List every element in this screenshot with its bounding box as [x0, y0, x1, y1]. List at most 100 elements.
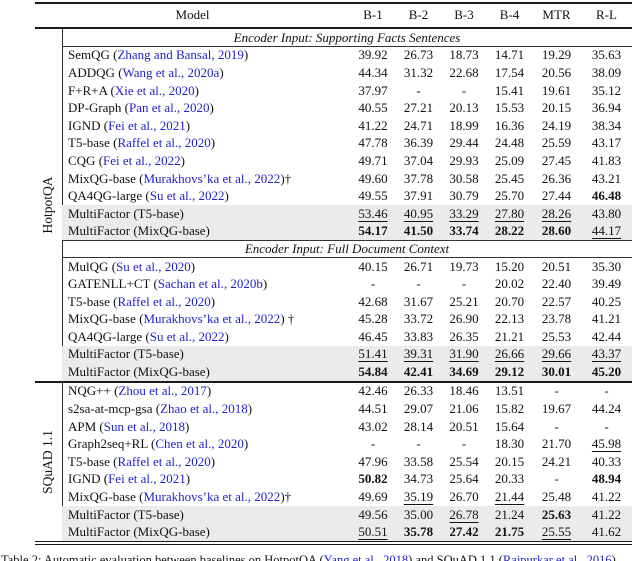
model-cell: GATENLL+CT (Sachan et al., 2020b)	[35, 276, 350, 292]
value-cell: 54.84	[358, 364, 388, 380]
value-cell: 33.29	[449, 205, 479, 221]
model-cell: T5-base (Raffel et al., 2020)	[35, 135, 350, 151]
citation-link[interactable]: Raffel et al., 2020	[117, 453, 211, 469]
citation-link[interactable]: Raffel et al., 2020	[117, 135, 211, 151]
value-cell: -	[461, 276, 467, 292]
citation-link[interactable]: Xie et al., 2020	[114, 82, 195, 98]
citation-link[interactable]: Fei et al., 2021	[108, 117, 186, 133]
model-name: MultiFactor (MixQG-base)	[68, 364, 210, 380]
citation-link[interactable]: Fei et al., 2021	[108, 471, 186, 487]
value-cell: 25.55	[541, 524, 572, 540]
value-cell: 45.28	[358, 311, 388, 327]
value-cell: 18.73	[449, 47, 479, 63]
value-cell: 17.54	[494, 64, 525, 80]
value-cell: 28.22	[494, 223, 525, 239]
model-name: T5-base (	[68, 293, 118, 309]
citation-link[interactable]: Pan et al., 2020	[129, 100, 210, 116]
value-cell: 43.21	[591, 170, 622, 186]
value-cell: 28.14	[403, 418, 434, 434]
table-row: SemQG (Zhang and Bansal, 2019) 39.92 26.73…	[35, 47, 632, 65]
value-cell: 26.33	[403, 383, 434, 399]
citation-link[interactable]: Zhou et al., 2017	[118, 383, 207, 399]
table-body: Encoder Input: Supporting Facts Sentence…	[35, 29, 632, 542]
caption-citation-link[interactable]: Rajpurkar et al., 2016	[502, 553, 612, 561]
model-name: IGND (	[68, 471, 109, 487]
model-cell: MultiFactor (MixQG-base)	[35, 364, 350, 380]
value-cell: 47.78	[358, 135, 388, 151]
citation-link[interactable]: Sachan et al., 2020b	[157, 276, 263, 292]
value-cell: 21.24	[494, 506, 525, 522]
citation-link[interactable]: Zhao et al., 2018	[160, 401, 248, 417]
caption-text: Table 2: Automatic evaluation between ba…	[1, 553, 324, 561]
value-cell: 44.24	[591, 401, 622, 417]
column-header-mtr: MTR	[542, 6, 571, 22]
citation-link[interactable]: Murakhovs’ka et al., 2022	[143, 170, 281, 186]
citation-link[interactable]: Su et al., 2020	[116, 258, 191, 274]
value-cell: -	[461, 82, 467, 98]
table-row: DP-Graph (Pan et al., 2020) 40.55 27.21 20.…	[35, 99, 632, 117]
value-cell: 20.15	[494, 453, 525, 469]
value-cell: 26.66	[494, 346, 525, 362]
model-cell: APM (Sun et al., 2018)	[35, 419, 350, 435]
table-row: MultiFactor (T5-base) 49.56 35.00 26.78 21.2…	[35, 505, 632, 524]
model-suffix: )†	[280, 170, 292, 186]
model-suffix: )	[185, 418, 190, 434]
value-cell: 28.60	[541, 223, 572, 239]
caption-citation-link[interactable]: Yang et al., 2018	[323, 553, 409, 561]
value-cell: -	[416, 436, 421, 452]
value-cell: 29.12	[494, 364, 525, 380]
citation-link[interactable]: Murakhovs’ka et al., 2022	[143, 489, 281, 505]
model-cell: Graph2seq+RL (Chen et al., 2020)	[35, 436, 350, 452]
value-cell: 14.71	[494, 47, 525, 63]
value-cell: 19.29	[541, 47, 572, 63]
citation-link[interactable]: Su et al., 2022	[149, 328, 225, 344]
citation-link[interactable]: Murakhovs’ka et al., 2022	[143, 311, 281, 327]
value-cell: 35.19	[403, 489, 434, 505]
citation-link[interactable]: Chen et al., 2020	[155, 436, 244, 452]
column-header-b4: B-4	[499, 6, 520, 22]
value-cell: 30.01	[541, 364, 572, 380]
citation-link[interactable]: Wang et al., 2020a	[122, 64, 220, 80]
value-cell: 13.51	[494, 383, 525, 399]
value-cell: 29.07	[403, 401, 434, 417]
model-suffix: )	[224, 188, 229, 204]
value-cell: 53.46	[358, 205, 388, 221]
model-suffix: )	[185, 471, 191, 487]
model-cell: MixQG-base (Murakhovs’ka et al., 2022)†	[35, 171, 350, 187]
table-row: MixQG-base (Murakhovs’ka et al., 2022)† 4…	[35, 170, 632, 188]
citation-link[interactable]: Zhang and Bansal, 2019	[117, 47, 244, 63]
value-cell: 25.63	[541, 506, 572, 522]
table-row: F+R+A (Xie et al., 2020) 37.97 - - 15.41 19.6…	[35, 82, 632, 100]
citation-link[interactable]: Raffel et al., 2020	[117, 293, 211, 309]
citation-link[interactable]: Su et al., 2022	[149, 188, 225, 204]
value-cell: 36.94	[591, 100, 622, 116]
citation-link[interactable]: Fei et al., 2022	[103, 152, 181, 168]
model-suffix: )	[262, 276, 268, 292]
value-cell: 33.58	[403, 453, 434, 469]
model-name: IGND (	[68, 117, 109, 133]
value-cell: 25.59	[541, 135, 572, 151]
value-cell: 18.99	[449, 117, 479, 133]
model-cell: IGND (Fei et al., 2021)	[35, 471, 350, 487]
value-cell: 27.42	[449, 524, 479, 540]
model-suffix: )	[210, 293, 216, 309]
citation-link[interactable]: Sun et al., 2018	[103, 418, 186, 434]
model-name: GATENLL+CT (	[68, 276, 158, 292]
value-cell: 26.36	[541, 170, 572, 186]
value-cell: -	[416, 276, 421, 292]
value-cell: 19.73	[449, 258, 479, 274]
value-cell: 21.06	[449, 401, 479, 417]
value-cell: 31.32	[403, 64, 434, 80]
value-cell: 35.63	[591, 47, 622, 63]
model-cell: T5-base (Raffel et al., 2020)	[35, 294, 350, 310]
value-cell: 31.67	[403, 293, 434, 309]
value-cell: 26.70	[449, 489, 479, 505]
value-cell: -	[554, 418, 559, 434]
model-cell: QA4QG-large (Su et al., 2022)	[35, 329, 350, 345]
value-cell: 20.33	[494, 471, 525, 487]
value-cell: 27.80	[494, 205, 525, 221]
value-cell: 51.41	[358, 346, 388, 362]
value-cell: 23.78	[541, 311, 572, 327]
value-cell: 40.95	[403, 205, 434, 221]
model-name: MultiFactor (T5-base)	[68, 346, 184, 362]
